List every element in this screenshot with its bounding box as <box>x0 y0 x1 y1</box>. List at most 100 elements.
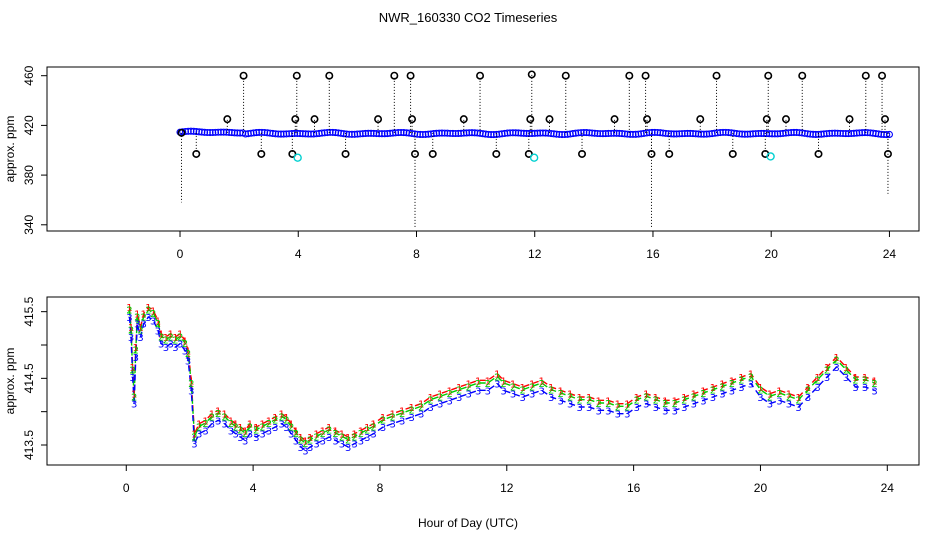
series-marker-3: 3 <box>738 383 744 394</box>
series-marker-1: 1 <box>500 376 506 387</box>
spike-point <box>177 128 186 137</box>
series-marker-2: 2 <box>418 402 424 413</box>
series-marker-2: 2 <box>129 366 135 377</box>
series-marker-1: 1 <box>364 423 370 434</box>
series-marker-3: 3 <box>557 396 563 407</box>
series-marker-2: 2 <box>326 426 332 437</box>
series-marker-1: 1 <box>605 396 611 407</box>
series-marker-1: 1 <box>662 396 668 407</box>
series-marker-2: 2 <box>862 376 868 387</box>
spike-point <box>288 149 297 158</box>
series-marker-1: 1 <box>126 303 132 314</box>
series-marker-1: 1 <box>307 433 313 444</box>
series-marker-2: 2 <box>288 422 294 433</box>
series-marker-2: 2 <box>167 332 173 343</box>
series-marker-1: 1 <box>221 410 227 421</box>
spike-point <box>527 70 536 79</box>
series-marker-3: 3 <box>605 406 611 417</box>
series-marker-2: 2 <box>253 426 259 437</box>
series-marker-1: 1 <box>871 376 877 387</box>
series-marker-3: 3 <box>272 423 278 434</box>
series-marker-2: 2 <box>163 336 169 347</box>
spike-point <box>625 71 634 80</box>
series-marker-3: 3 <box>389 420 395 431</box>
series-marker-1: 1 <box>538 376 544 387</box>
series-marker-2: 2 <box>500 379 506 390</box>
series-marker-1: 1 <box>557 386 563 397</box>
series-marker-3: 3 <box>302 446 308 457</box>
series-marker-3: 3 <box>278 420 284 431</box>
flagged-point <box>293 153 302 162</box>
spike-point <box>641 71 650 80</box>
spike-point <box>764 71 773 80</box>
series-marker-2: 2 <box>653 396 659 407</box>
series-marker-1: 1 <box>437 390 443 401</box>
series-marker-1: 1 <box>586 393 592 404</box>
series-marker-2: 2 <box>519 386 525 397</box>
series-marker-1: 1 <box>155 316 161 327</box>
series-marker-3: 3 <box>577 403 583 414</box>
series-marker-1: 1 <box>167 330 173 341</box>
series-marker-3: 3 <box>767 400 773 411</box>
series-marker-3: 3 <box>293 436 299 447</box>
series-marker-1: 1 <box>247 420 253 431</box>
spike-point <box>408 115 417 124</box>
series-marker-2: 2 <box>567 392 573 403</box>
series-marker-2: 2 <box>259 422 265 433</box>
series-marker-1: 1 <box>672 396 678 407</box>
series-marker-1: 1 <box>332 426 338 437</box>
series-marker-3: 3 <box>485 386 491 397</box>
spike-point <box>325 71 334 80</box>
series-marker-2: 2 <box>320 429 326 440</box>
series-marker-3: 3 <box>126 313 132 324</box>
series-marker-3: 3 <box>202 426 208 437</box>
series-marker-1: 1 <box>389 410 395 421</box>
series-marker-1: 1 <box>237 423 243 434</box>
series-marker-1: 1 <box>447 386 453 397</box>
series-marker-1: 1 <box>191 430 197 441</box>
spike-point <box>696 115 705 124</box>
series-marker-2: 2 <box>719 382 725 393</box>
series-marker-1: 1 <box>485 376 491 387</box>
top-x-tick-label: 20 <box>765 247 779 261</box>
series-marker-3: 3 <box>137 333 143 344</box>
series-marker-2: 2 <box>209 412 215 423</box>
series-marker-1: 1 <box>188 376 194 387</box>
series-marker-2: 2 <box>307 436 313 447</box>
series-marker-1: 1 <box>577 393 583 404</box>
series-marker-3: 3 <box>529 390 535 401</box>
series-marker-2: 2 <box>485 379 491 390</box>
series-marker-1: 1 <box>805 383 811 394</box>
series-marker-2: 2 <box>302 439 308 450</box>
series-marker-3: 3 <box>253 433 259 444</box>
series-marker-3: 3 <box>634 403 640 414</box>
series-marker-1: 1 <box>172 333 178 344</box>
series-marker-2: 2 <box>510 382 516 393</box>
series-marker-3: 3 <box>134 320 140 331</box>
series-marker-2: 2 <box>795 396 801 407</box>
series-marker-1: 1 <box>653 393 659 404</box>
series-marker-3: 3 <box>370 430 376 441</box>
series-marker-1: 1 <box>259 420 265 431</box>
bottom-x-tick-label: 16 <box>627 481 641 495</box>
series-marker-3: 3 <box>862 383 868 394</box>
series-marker-3: 3 <box>247 430 253 441</box>
series-marker-1: 1 <box>145 303 151 314</box>
series-marker-1: 1 <box>158 330 164 341</box>
series-marker-1: 1 <box>494 370 500 381</box>
series-marker-1: 1 <box>862 373 868 384</box>
series-marker-2: 2 <box>557 389 563 400</box>
series-marker-3: 3 <box>221 420 227 431</box>
series-marker-3: 3 <box>408 413 414 424</box>
series-marker-1: 1 <box>624 400 630 411</box>
series-marker-1: 1 <box>196 420 202 431</box>
series-marker-1: 1 <box>643 390 649 401</box>
series-marker-2: 2 <box>283 416 289 427</box>
series-marker-2: 2 <box>228 419 234 430</box>
series-marker-2: 2 <box>345 436 351 447</box>
series-marker-2: 2 <box>364 426 370 437</box>
top-x-tick-label: 0 <box>177 247 184 261</box>
series-marker-3: 3 <box>128 333 134 344</box>
series-marker-3: 3 <box>494 380 500 391</box>
